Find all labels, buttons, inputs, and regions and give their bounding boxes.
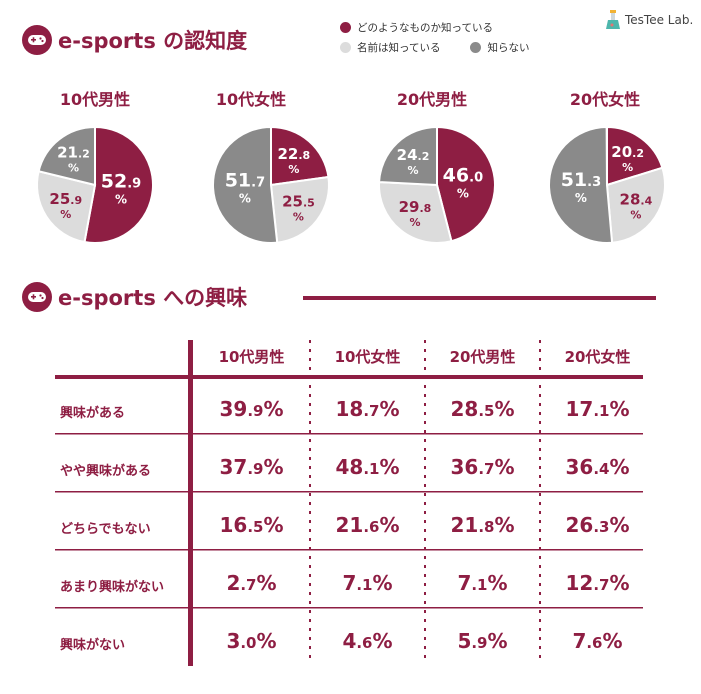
pie-slice-label: 22.8: [277, 145, 310, 163]
pie-slice-percent-sign: %: [409, 216, 420, 229]
table-row-label: どちらでもない: [60, 522, 151, 537]
pie-slice: [269, 175, 330, 244]
table-cell-value: 16.5%: [219, 513, 284, 537]
pie-slice-label: 24.2: [397, 146, 430, 164]
pie-slice: [606, 125, 664, 187]
legend-swatch: [470, 41, 482, 53]
pie-slice-percent-sign: %: [630, 208, 641, 221]
pie-slice-label: 21.2: [57, 144, 90, 162]
table-cell-value: 28.5%: [450, 397, 515, 421]
table-cell-value: 21.8%: [450, 513, 515, 537]
table-cell-value: 39.9%: [219, 397, 284, 421]
legend-item-known-well: どのようなものか知っている: [340, 17, 529, 37]
table-cell-value: 21.6%: [335, 513, 400, 537]
pie-slice: [378, 125, 438, 187]
legend-label: 名前は知っている: [357, 41, 441, 54]
pie-slice: [378, 181, 453, 244]
table-cell-value: 4.6%: [342, 629, 393, 653]
flask-icon: [606, 10, 620, 29]
legend-label: どのようなものか知っている: [357, 21, 493, 34]
section-awareness-header: e-sports の認知度: [22, 25, 247, 55]
pie-slice-label: 52.9: [101, 170, 141, 192]
pie-slice: [436, 125, 496, 243]
pie-title: 20代女性: [569, 90, 641, 109]
gamepad-icon: [22, 282, 52, 312]
table-cell-value: 36.7%: [450, 455, 515, 479]
table-row-label: やや興味がある: [60, 464, 152, 479]
pie-slice-percent-sign: %: [408, 164, 419, 177]
pie-slice: [548, 125, 614, 244]
table-column-header: 20代女性: [564, 348, 631, 366]
pie-slice-percent-sign: %: [115, 192, 127, 206]
pie-slice: [212, 125, 279, 244]
pie-slice-percent-sign: %: [293, 210, 304, 223]
pie-chart-10s-male: 52.9%25.9%21.2%: [36, 125, 154, 244]
pie-slice: [36, 170, 97, 244]
table-cell-value: 12.7%: [565, 571, 630, 595]
pie-slice-label: 51.7: [225, 169, 265, 191]
table-row-label: あまり興味がない: [60, 580, 165, 595]
table-cell-value: 7.1%: [342, 571, 393, 595]
table-cell-value: 26.3%: [565, 513, 630, 537]
pie-title: 10代女性: [215, 90, 287, 109]
table-cell-value: 7.6%: [572, 629, 623, 653]
pie-chart-20s-male: 46.0%29.8%24.2%: [378, 125, 496, 244]
pie-slice-percent-sign: %: [457, 187, 469, 201]
legend-label: 知らない: [487, 41, 530, 54]
section-divider: [303, 296, 656, 300]
table-cell-value: 36.4%: [565, 455, 630, 479]
pie-slice-percent-sign: %: [622, 161, 633, 174]
pie-slice-label: 29.8: [399, 198, 432, 216]
section-awareness-title: e-sports の認知度: [58, 29, 248, 53]
logo-text: TesTee Lab.: [625, 13, 694, 27]
pie-slice-label: 28.4: [620, 190, 653, 208]
pie-slice-label: 25.9: [49, 190, 82, 208]
section-interest-header: e-sports への興味: [22, 282, 247, 312]
table-row-label: 興味がある: [60, 406, 126, 421]
table-column-header: 10代女性: [334, 348, 401, 366]
pie-slice-percent-sign: %: [575, 191, 587, 205]
table-cell-value: 48.1%: [335, 455, 400, 479]
pie-slice-percent-sign: %: [288, 163, 299, 176]
pie-slice-label: 51.3: [561, 169, 601, 191]
section-interest-title: e-sports への興味: [58, 286, 248, 310]
pie-slice-label: 25.5: [282, 192, 315, 210]
table-cell-value: 17.1%: [565, 397, 630, 421]
pie-chart-10s-female: 22.8%25.5%51.7%: [212, 125, 330, 244]
pie-slice-label: 46.0: [443, 165, 483, 187]
pie-slice-percent-sign: %: [239, 191, 251, 205]
pie-slice-percent-sign: %: [60, 208, 71, 221]
table-cell-value: 3.0%: [226, 629, 277, 653]
table-column-header: 10代男性: [218, 348, 285, 366]
table-cell-value: 5.9%: [457, 629, 508, 653]
table-column-header: 20代男性: [449, 348, 516, 366]
pie-title: 10代男性: [59, 90, 131, 109]
table-row-label: 興味がない: [60, 638, 126, 653]
legend-swatch: [340, 21, 351, 33]
pie-slice: [37, 125, 96, 187]
pie-slice-label: 20.2: [611, 143, 644, 161]
legend: どのようなものか知っている 名前は知っている 知らない: [340, 17, 529, 57]
pie-title: 20代男性: [396, 90, 468, 109]
pie-slice: [270, 125, 330, 187]
table-cell-value: 37.9%: [219, 455, 284, 479]
legend-swatch: [340, 41, 351, 53]
table-cell-value: 18.7%: [335, 397, 400, 421]
pie-slice: [605, 166, 666, 244]
table-cell-value: 7.1%: [457, 571, 508, 595]
table-cell-value: 2.7%: [226, 571, 277, 595]
logo: TesTee Lab.: [604, 9, 693, 31]
pie-slice: [83, 125, 154, 244]
gamepad-icon: [22, 25, 52, 55]
pie-slice-percent-sign: %: [68, 162, 79, 175]
legend-row-2: 名前は知っている 知らない: [340, 37, 529, 57]
pie-chart-20s-female: 20.2%28.4%51.3%: [548, 125, 666, 244]
